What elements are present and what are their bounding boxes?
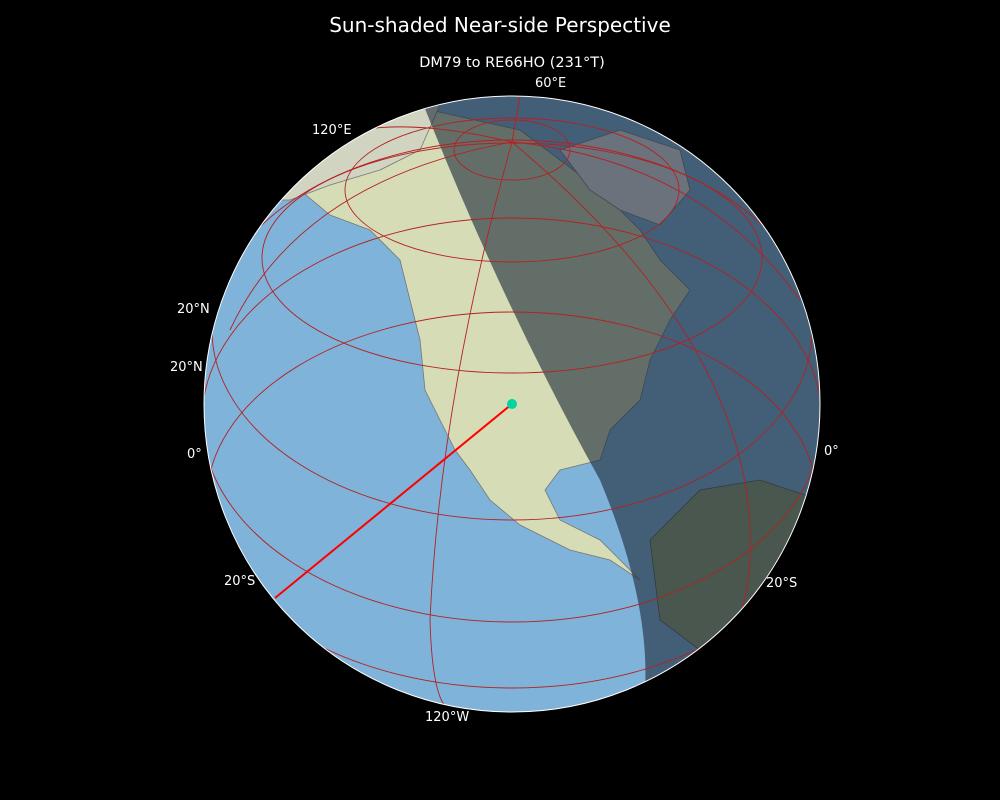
label-20n-a: 20°N <box>177 302 210 317</box>
label-20s-right: 20°S <box>766 576 798 591</box>
map-title: Sun-shaded Near-side Perspective <box>329 13 671 37</box>
label-60e: 60°E <box>535 76 567 91</box>
map-subtitle: DM79 to RE66HO (231°T) <box>419 55 605 71</box>
night-shade <box>420 96 820 712</box>
great-circle-path <box>274 403 513 599</box>
origin-marker <box>507 399 517 409</box>
label-120e: 120°E <box>312 123 352 138</box>
label-0-lon: 0° <box>824 444 839 459</box>
label-20n-b: 20°N <box>170 360 203 375</box>
label-120w: 120°W <box>425 710 470 725</box>
label-0-lat: 0° <box>187 447 202 462</box>
label-20s-left: 20°S <box>224 574 256 589</box>
globe-outline <box>203 95 821 713</box>
